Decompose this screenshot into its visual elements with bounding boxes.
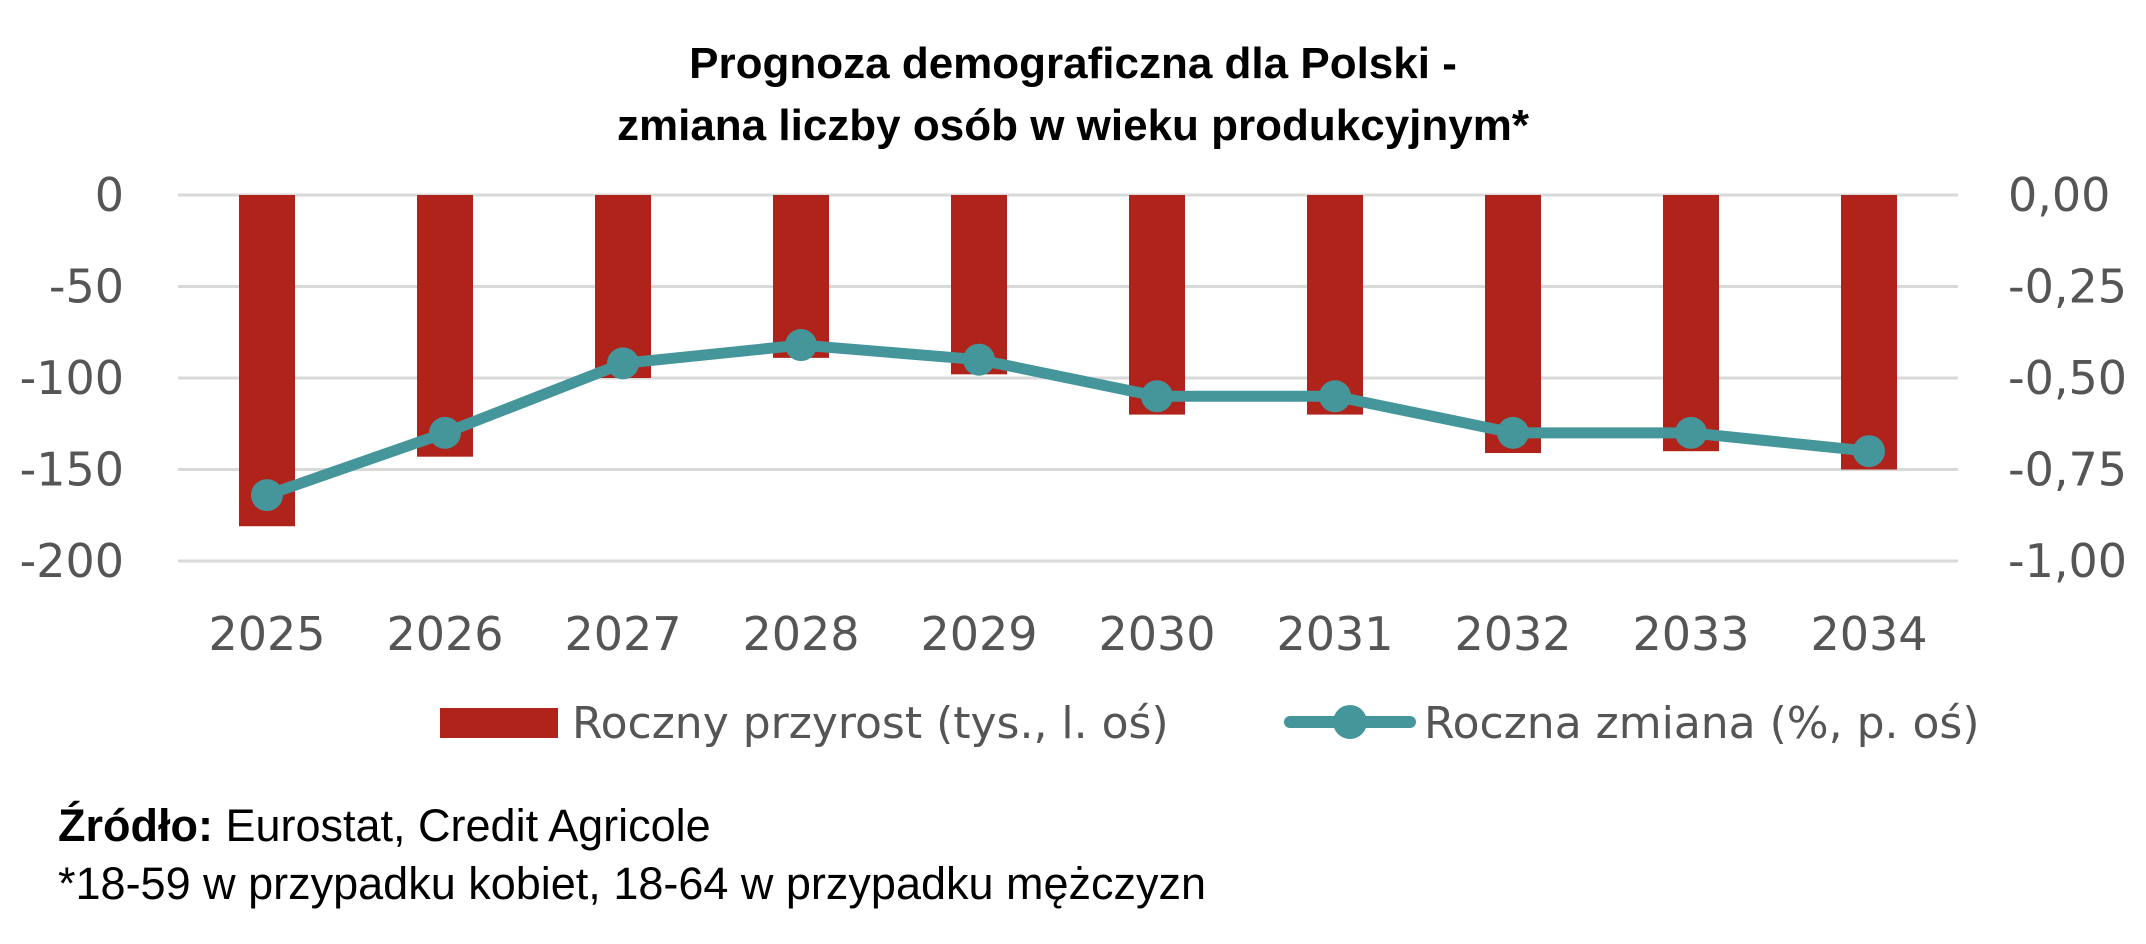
right-tick-label: -0,25 (2008, 260, 2127, 314)
left-axis: 0 -50 -100 -150 -200 (20, 168, 124, 588)
legend: Roczny przyrost (tys., l. oś) Roczna zmi… (440, 698, 1979, 749)
x-tick-label: 2034 (1810, 607, 1927, 661)
x-tick-label: 2025 (208, 607, 325, 661)
line-point (963, 343, 995, 376)
source-line: Źródło: Eurostat, Credit Agricole (58, 800, 711, 852)
x-tick-label: 2033 (1632, 607, 1749, 661)
bar (1841, 195, 1897, 470)
bar-series (239, 195, 1897, 527)
bar (239, 195, 295, 527)
x-tick-label: 2031 (1276, 607, 1393, 661)
legend-swatch-marker (1333, 705, 1367, 739)
line-point (429, 416, 461, 449)
line-point (785, 329, 817, 362)
left-tick-label: -200 (20, 534, 124, 588)
x-axis: 2025 2026 2027 2028 2029 2030 2031 2032 2033 2034 (208, 607, 1927, 661)
legend-label-line: Roczna zmiana (%, p. oś) (1424, 698, 1979, 749)
combo-chart: Prognoza demograficzna dla Polski - zmia… (20, 39, 2127, 749)
right-tick-label: -0,50 (2008, 351, 2127, 405)
line-point (1319, 380, 1351, 413)
x-tick-label: 2032 (1454, 607, 1571, 661)
source-label: Źródło: (58, 800, 213, 851)
line-point (1497, 416, 1529, 449)
bar (1129, 195, 1185, 415)
line-point (1141, 380, 1173, 413)
line-point (1675, 416, 1707, 449)
legend-swatch-bar (440, 708, 558, 738)
x-tick-label: 2029 (920, 607, 1037, 661)
bar (1485, 195, 1541, 454)
line-path (261, 339, 1875, 501)
line-point (251, 479, 283, 512)
line-point (1853, 435, 1885, 468)
line-series (251, 329, 1885, 512)
right-tick-label: -1,00 (2008, 534, 2127, 588)
footnote: *18-59 w przypadku kobiet, 18-64 w przyp… (58, 858, 1207, 909)
right-axis: 0,00 -0,25 -0,50 -0,75 -1,00 (2008, 168, 2127, 588)
left-tick-label: -150 (20, 443, 124, 497)
chart-title-line2: zmiana liczby osób w wieku produkcyjnym* (617, 101, 1530, 150)
left-tick-label: 0 (95, 168, 124, 222)
bar (417, 195, 473, 457)
x-tick-label: 2028 (742, 607, 859, 661)
x-tick-label: 2026 (386, 607, 503, 661)
bar (1307, 195, 1363, 415)
x-tick-label: 2027 (564, 607, 681, 661)
bar (1663, 195, 1719, 452)
x-tick-label: 2030 (1098, 607, 1215, 661)
line-point (607, 347, 639, 380)
right-tick-label: -0,75 (2008, 443, 2127, 497)
left-tick-label: -100 (20, 351, 124, 405)
right-tick-label: 0,00 (2008, 168, 2110, 222)
left-tick-label: -50 (49, 260, 124, 314)
legend-label-bar: Roczny przyrost (tys., l. oś) (572, 698, 1169, 749)
source-text: Eurostat, Credit Agricole (212, 800, 711, 851)
chart-title-line1: Prognoza demograficzna dla Polski - (689, 39, 1457, 88)
